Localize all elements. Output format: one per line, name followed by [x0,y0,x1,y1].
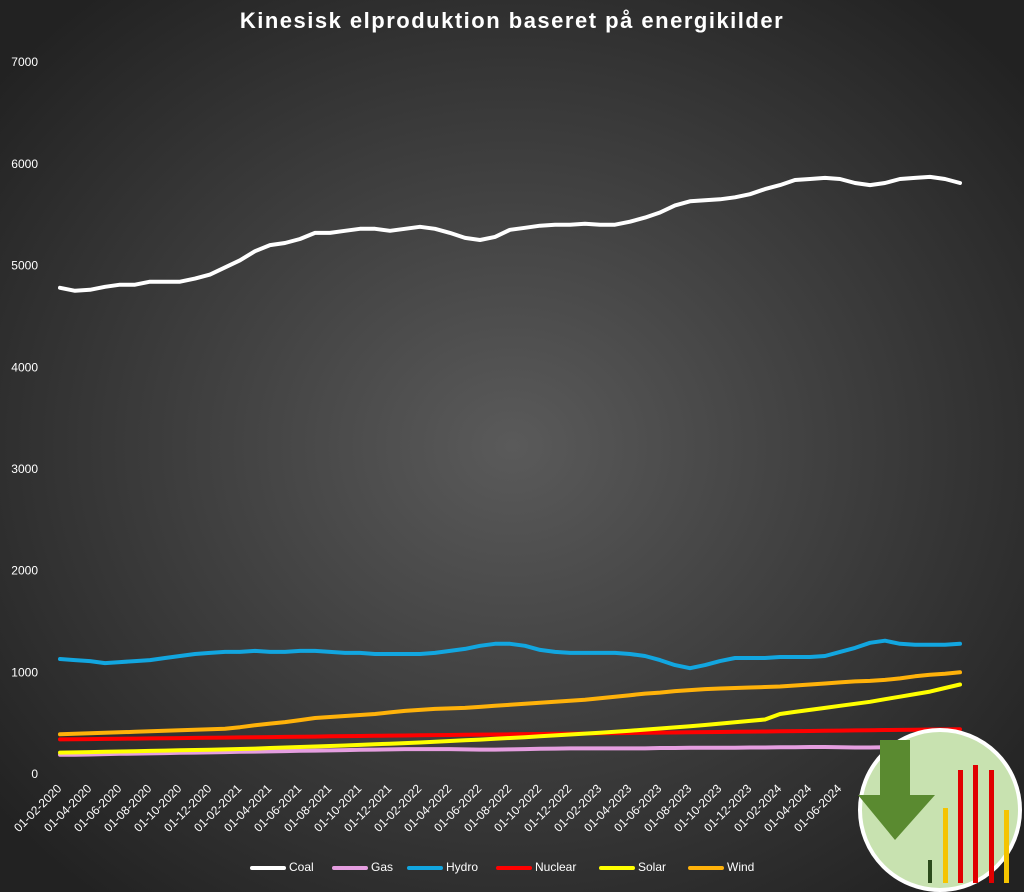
y-tick-label: 3000 [11,462,38,476]
y-tick-label: 0 [31,767,38,781]
series-line [58,174,962,293]
y-tick-label: 1000 [11,665,38,679]
chart-title: Kinesisk elproduktion baseret på energik… [240,8,784,33]
series-line [58,744,962,757]
legend-label: Solar [638,860,666,874]
series-line [58,727,962,742]
legend-label: Nuclear [535,860,576,874]
series-line [58,670,962,737]
y-tick-label: 7000 [11,55,38,69]
logo [858,728,1022,892]
y-tick-label: 4000 [11,360,38,374]
legend-label: Gas [371,860,393,874]
series-line [58,638,962,671]
y-tick-label: 5000 [11,259,38,273]
legend-label: Hydro [446,860,478,874]
y-tick-label: 6000 [11,157,38,171]
legend-label: Coal [289,860,314,874]
series-line [58,682,962,755]
y-tick-label: 2000 [11,564,38,578]
legend-label: Wind [727,860,754,874]
